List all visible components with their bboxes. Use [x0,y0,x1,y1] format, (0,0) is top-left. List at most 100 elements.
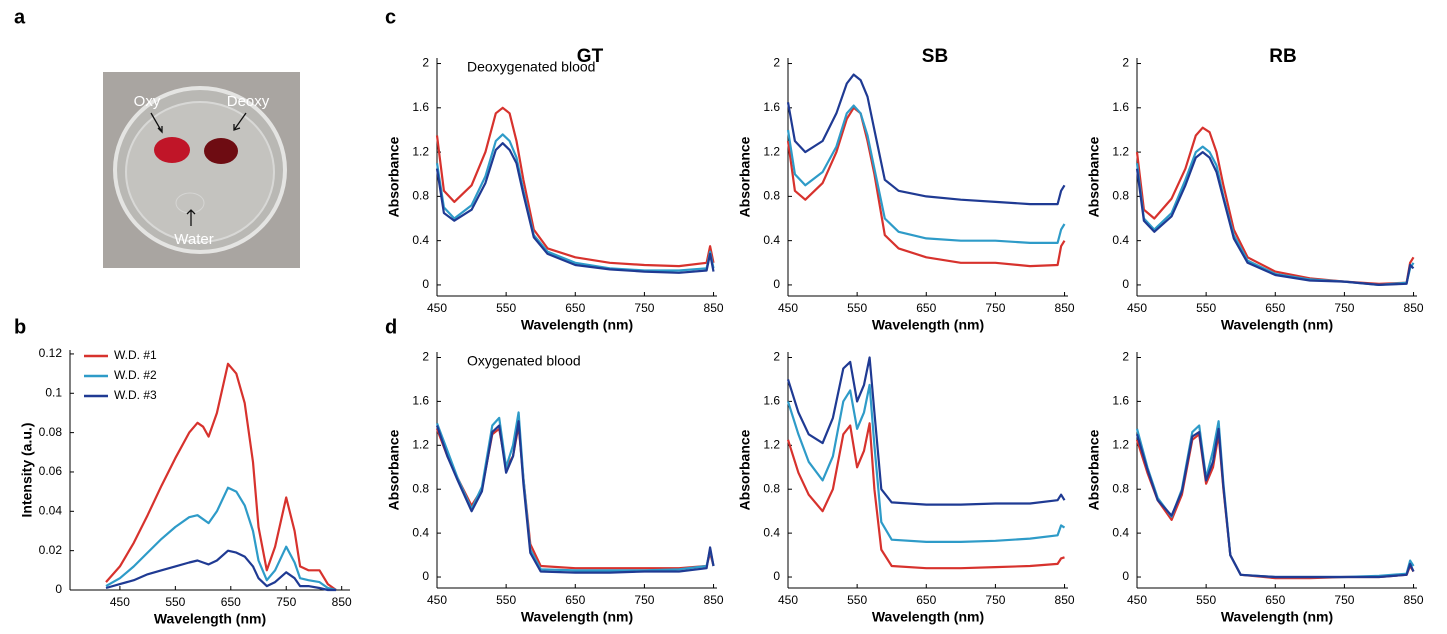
x-tick-label: 450 [1127,593,1147,607]
y-tick-label: 1.6 [763,394,780,408]
dish-inner [125,101,275,243]
x-tick-label: 750 [1334,593,1354,607]
y-tick-label: 1.2 [412,437,429,451]
series-line [1135,151,1415,286]
column-title: GT [577,46,604,67]
annotation: Deoxygenated blood [467,59,595,75]
y-tick-label: 0 [422,569,429,583]
y-tick-label: 0.1 [45,385,62,399]
x-tick-label: 550 [1196,301,1216,315]
y-tick-label: 0.8 [1112,481,1129,495]
y-tick-label: 1.6 [763,100,780,114]
x-tick-label: 650 [1265,593,1285,607]
y-tick-label: 1.6 [412,394,429,408]
legend-label: W.D. #1 [114,348,157,362]
y-tick-label: 0 [773,569,780,583]
series-line [105,362,337,591]
photo-label: Water [174,231,213,248]
panel-label: a [14,6,26,28]
x-axis-label: Wavelength (nm) [872,317,984,333]
x-tick-label: 450 [1127,301,1147,315]
series-line [105,549,337,592]
y-tick-label: 0.4 [412,233,429,247]
arrow [233,112,247,131]
x-tick-label: 750 [985,301,1005,315]
panel-label: d [385,316,397,338]
y-tick-label: 2 [422,56,429,70]
y-tick-label: 0.8 [412,481,429,495]
y-tick-label: 0 [422,277,429,291]
series-line [435,106,715,268]
x-tick-label: 850 [1055,593,1075,607]
x-tick-label: 650 [221,595,241,609]
y-tick-label: 2 [773,350,780,364]
arrow [150,112,163,134]
y-tick-label: 0 [1122,277,1129,291]
arrow [186,209,196,226]
y-tick-label: 0.4 [1112,525,1129,539]
x-tick-label: 850 [1404,593,1424,607]
y-tick-label: 2 [1122,56,1129,70]
x-tick-label: 450 [778,593,798,607]
y-tick-label: 0.8 [763,481,780,495]
legend-label: W.D. #2 [114,368,157,382]
series-line [786,106,1066,268]
series-line [435,420,715,574]
x-tick-label: 650 [916,301,936,315]
x-tick-label: 850 [1055,301,1075,315]
y-axis-label: Absorbance [1086,136,1102,217]
x-axis-label: Wavelength (nm) [1221,609,1333,625]
y-tick-label: 0.12 [39,346,63,360]
x-tick-label: 550 [496,301,516,315]
x-tick-label: 750 [634,593,654,607]
y-tick-label: 0 [55,582,62,596]
x-tick-label: 850 [1404,301,1424,315]
series-line [786,383,1066,543]
x-tick-label: 450 [427,593,447,607]
x-axis-label: Wavelength (nm) [1221,317,1333,333]
series-line [786,422,1065,570]
y-tick-label: 0.4 [412,525,429,539]
y-tick-label: 0.8 [412,189,429,203]
series-line [1135,145,1415,286]
column-title: SB [922,46,948,67]
series-line [435,411,715,572]
series-line [1135,433,1415,580]
x-tick-label: 750 [634,301,654,315]
y-tick-label: 1.2 [1112,144,1129,158]
series-line [786,73,1066,206]
x-tick-label: 750 [985,593,1005,607]
water-sample [175,192,205,214]
y-tick-label: 0.8 [1112,189,1129,203]
x-tick-label: 550 [847,301,867,315]
panel-label: b [14,316,26,338]
series-line [435,133,715,272]
y-tick-label: 0 [773,277,780,291]
panel-label: c [385,6,396,28]
oxy-sample [154,137,190,163]
legend-label: W.D. #3 [114,388,157,402]
y-tick-label: 0.4 [1112,233,1129,247]
x-axis-label: Wavelength (nm) [521,317,633,333]
y-tick-label: 1.2 [1112,437,1129,451]
y-axis-label: Absorbance [1086,429,1102,510]
x-tick-label: 650 [916,593,936,607]
series-line [1135,427,1415,579]
y-axis-label: Absorbance [737,136,753,217]
x-tick-label: 650 [1265,301,1285,315]
annotation: Oxygenated blood [467,353,581,369]
y-axis-label: Absorbance [737,429,753,510]
x-tick-label: 650 [565,593,585,607]
column-title: RB [1269,46,1296,67]
photo-label: Deoxy [227,93,270,110]
photo: Oxy Deoxy Water [103,72,300,268]
series-line [435,142,715,274]
x-axis-label: Wavelength (nm) [872,609,984,625]
y-tick-label: 0.08 [39,425,63,439]
y-tick-label: 0 [1122,569,1129,583]
x-tick-label: 650 [565,301,585,315]
x-tick-label: 450 [427,301,447,315]
x-tick-label: 550 [1196,593,1216,607]
x-tick-label: 550 [496,593,516,607]
